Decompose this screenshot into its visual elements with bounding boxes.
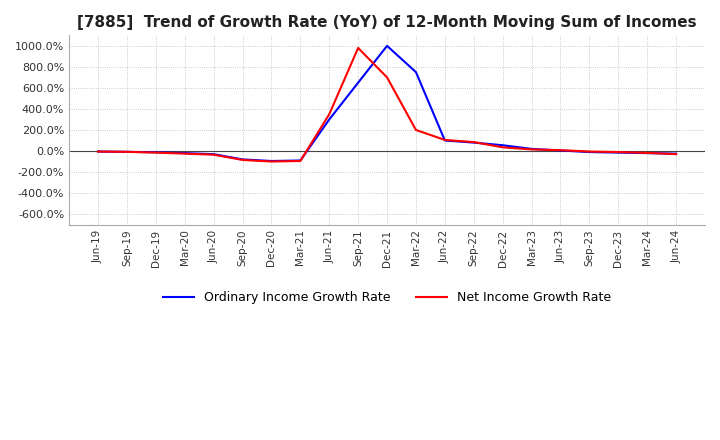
- Ordinary Income Growth Rate: [94, 149, 102, 154]
- Net Income Growth Rate: [267, 159, 276, 164]
- Ordinary Income Growth Rate: [585, 150, 594, 155]
- Net Income Growth Rate: [498, 145, 507, 150]
- Ordinary Income Growth Rate: [296, 158, 305, 163]
- Ordinary Income Growth Rate: [556, 148, 564, 153]
- Net Income Growth Rate: [527, 147, 536, 152]
- Net Income Growth Rate: [412, 127, 420, 132]
- Ordinary Income Growth Rate: [643, 150, 652, 156]
- Net Income Growth Rate: [181, 151, 189, 156]
- Ordinary Income Growth Rate: [383, 43, 392, 48]
- Net Income Growth Rate: [441, 137, 449, 143]
- Net Income Growth Rate: [469, 139, 478, 145]
- Ordinary Income Growth Rate: [498, 143, 507, 148]
- Ordinary Income Growth Rate: [672, 151, 680, 156]
- Ordinary Income Growth Rate: [151, 150, 160, 155]
- Title: [7885]  Trend of Growth Rate (YoY) of 12-Month Moving Sum of Incomes: [7885] Trend of Growth Rate (YoY) of 12-…: [77, 15, 697, 30]
- Net Income Growth Rate: [296, 158, 305, 164]
- Ordinary Income Growth Rate: [412, 70, 420, 75]
- Line: Ordinary Income Growth Rate: Ordinary Income Growth Rate: [98, 46, 676, 161]
- Net Income Growth Rate: [238, 158, 247, 163]
- Net Income Growth Rate: [614, 150, 623, 155]
- Net Income Growth Rate: [556, 147, 564, 153]
- Net Income Growth Rate: [151, 150, 160, 155]
- Ordinary Income Growth Rate: [354, 80, 362, 85]
- Line: Net Income Growth Rate: Net Income Growth Rate: [98, 48, 676, 161]
- Net Income Growth Rate: [672, 151, 680, 157]
- Ordinary Income Growth Rate: [441, 138, 449, 143]
- Ordinary Income Growth Rate: [238, 157, 247, 162]
- Net Income Growth Rate: [354, 45, 362, 51]
- Net Income Growth Rate: [122, 149, 131, 154]
- Net Income Growth Rate: [210, 152, 218, 158]
- Net Income Growth Rate: [94, 149, 102, 154]
- Ordinary Income Growth Rate: [325, 117, 333, 122]
- Ordinary Income Growth Rate: [614, 150, 623, 155]
- Ordinary Income Growth Rate: [267, 158, 276, 164]
- Ordinary Income Growth Rate: [122, 149, 131, 154]
- Ordinary Income Growth Rate: [181, 150, 189, 156]
- Ordinary Income Growth Rate: [210, 151, 218, 157]
- Net Income Growth Rate: [585, 149, 594, 154]
- Legend: Ordinary Income Growth Rate, Net Income Growth Rate: Ordinary Income Growth Rate, Net Income …: [158, 286, 616, 309]
- Net Income Growth Rate: [325, 112, 333, 117]
- Ordinary Income Growth Rate: [469, 140, 478, 145]
- Net Income Growth Rate: [383, 75, 392, 80]
- Ordinary Income Growth Rate: [527, 146, 536, 151]
- Net Income Growth Rate: [643, 150, 652, 156]
